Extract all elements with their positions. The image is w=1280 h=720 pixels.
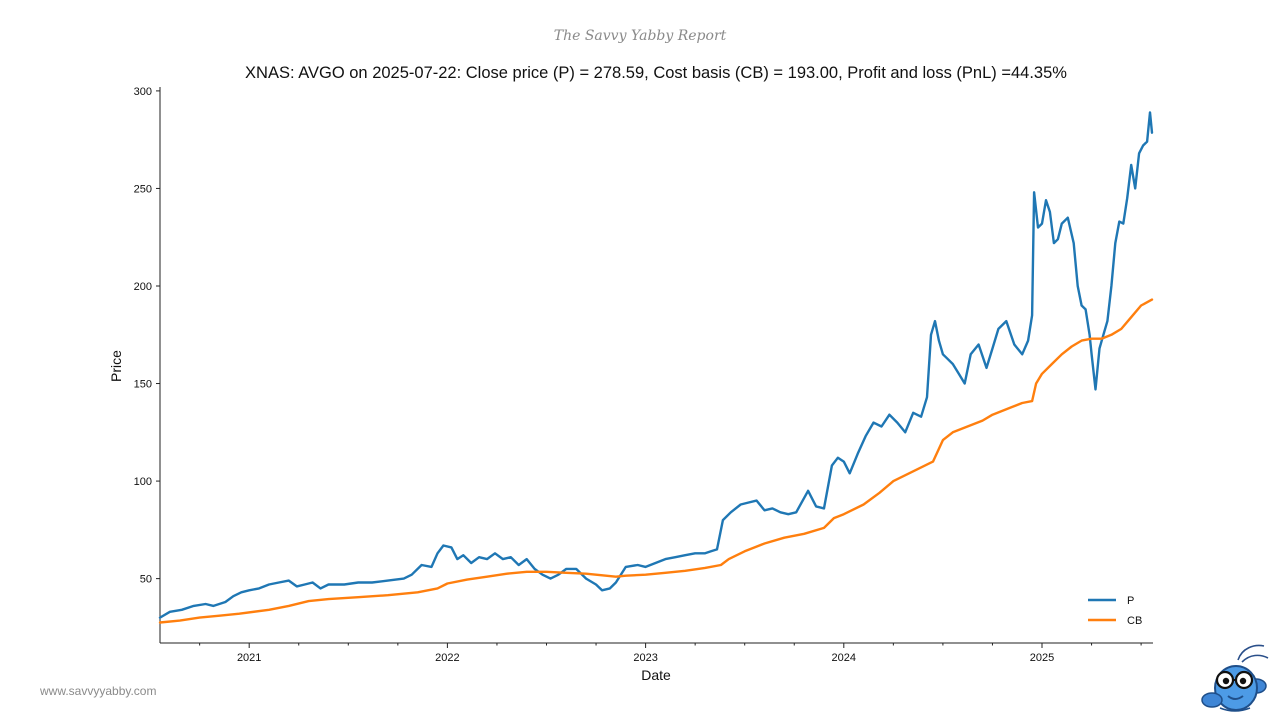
yabby-mascot-icon — [1201, 644, 1269, 712]
x-tick-label: 2022 — [435, 652, 459, 664]
legend-label-p: P — [1127, 595, 1134, 607]
series-line-p — [158, 111, 1154, 619]
website-footer: www.savvyyabby.com — [40, 684, 157, 698]
y-tick-label: 300 — [134, 86, 152, 98]
brand-header: The Savvy Yabby Report — [553, 28, 727, 44]
x-tick-label: 2023 — [633, 652, 657, 664]
series-line-cb — [158, 298, 1154, 624]
legend: P CB — [1088, 595, 1142, 627]
x-tick-label: 2025 — [1030, 652, 1054, 664]
y-tick-label: 250 — [134, 183, 152, 195]
x-axis-label: Date — [641, 667, 671, 683]
series-layer — [158, 111, 1154, 624]
x-tick-label: 2024 — [832, 652, 856, 664]
x-axis-ticks: 2021 2022 2023 2024 2025 — [199, 643, 1142, 664]
chart-title: XNAS: AVGO on 2025-07-22: Close price (P… — [245, 64, 1067, 82]
y-axis-ticks: 50 100 150 200 250 300 — [134, 86, 160, 586]
legend-label-cb: CB — [1127, 615, 1142, 627]
y-tick-label: 200 — [134, 281, 152, 293]
x-tick-label: 2021 — [237, 652, 261, 664]
y-tick-label: 150 — [134, 379, 152, 391]
y-tick-label: 100 — [134, 476, 152, 488]
y-axis-label: Price — [108, 350, 124, 382]
y-tick-label: 50 — [140, 574, 152, 586]
